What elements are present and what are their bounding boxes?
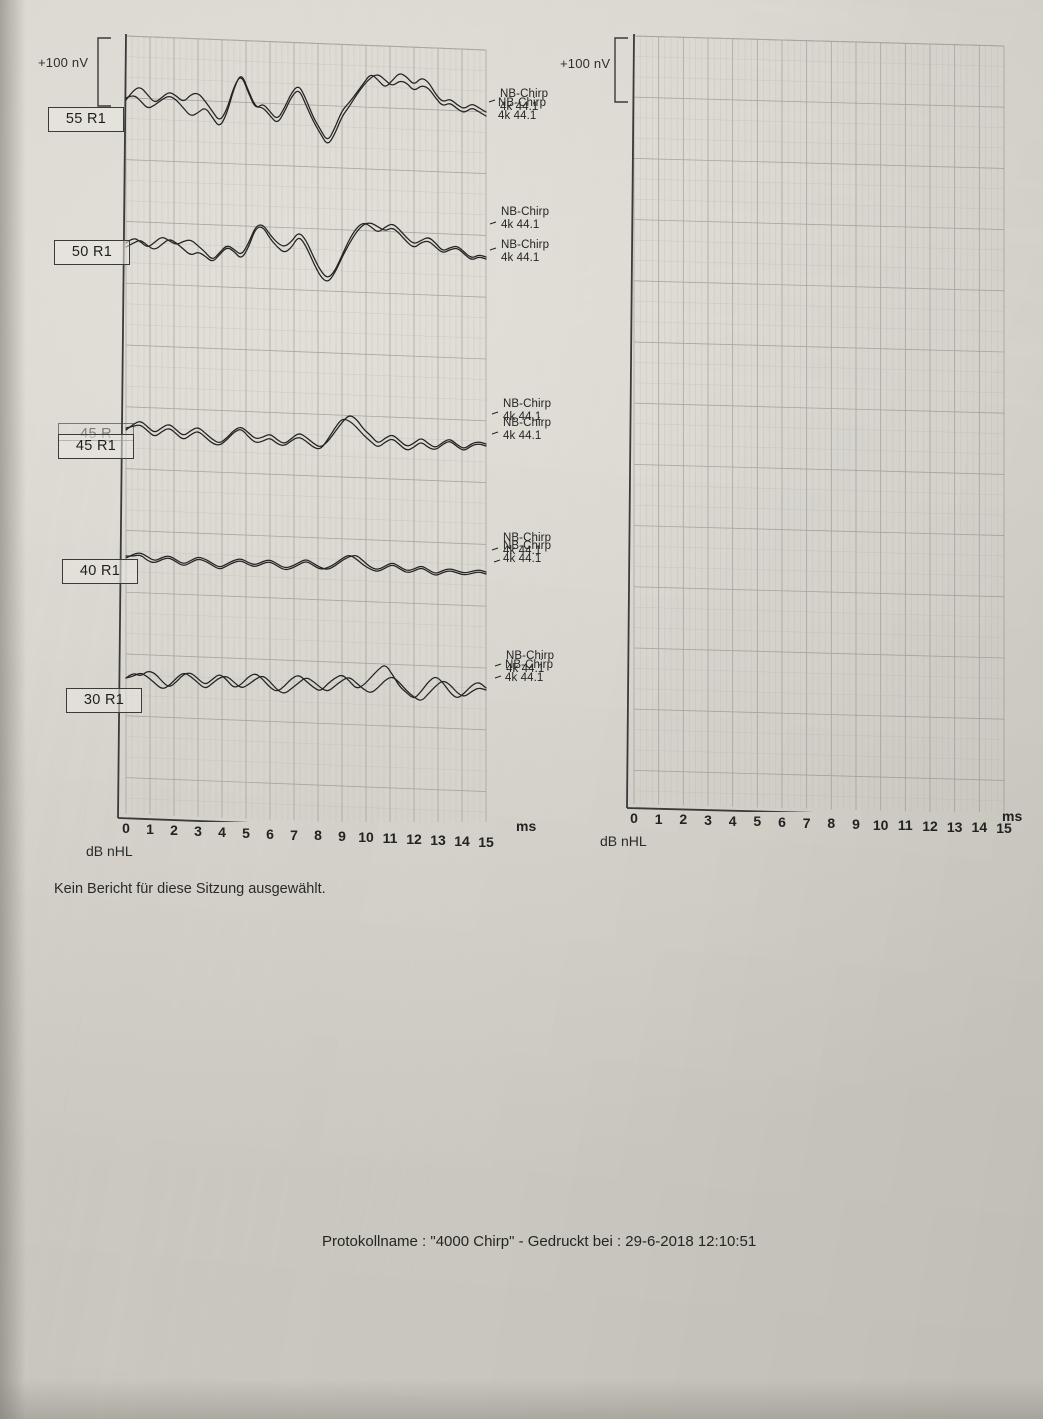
trace-stimulus-label: NB-Chirp 4k 44.1 xyxy=(500,88,548,113)
intensity-level-box[interactable]: 45 R1 xyxy=(58,434,134,459)
trace-stimulus-label: NB-Chirp 4k 44.1 xyxy=(503,540,551,565)
waveform-trace[interactable] xyxy=(125,73,487,140)
stimulus-rate: 4k 44.1 xyxy=(501,218,540,231)
page-left-shadow xyxy=(0,0,26,1419)
intensity-level-box[interactable]: 30 R1 xyxy=(66,688,142,713)
trace-stimulus-label: NB-Chirp 4k 44.1 xyxy=(503,398,551,423)
x-tick-label: 9 xyxy=(852,816,860,832)
stimulus-name: NB-Chirp xyxy=(506,650,555,662)
stimulus-rate: 4k 44.1 xyxy=(505,671,544,684)
waveform-trace[interactable] xyxy=(125,415,487,449)
intensity-level-box[interactable]: 50 R1 xyxy=(54,240,130,265)
waveform-trace[interactable] xyxy=(125,554,487,576)
left-chart-panel[interactable] xyxy=(110,32,492,822)
stimulus-rate: 4k 44.1 xyxy=(503,429,542,442)
x-tick-label: 12 xyxy=(406,831,422,848)
x-tick-label: 5 xyxy=(242,824,250,841)
trace-stimulus-label: NB-Chirp 4k 44.1 xyxy=(501,239,549,264)
x-tick-label: 10 xyxy=(872,816,889,833)
x-tick-label: 2 xyxy=(170,821,178,838)
stimulus-rate: 4k 44.1 xyxy=(503,544,542,557)
right-y-unit-label: dB nHL xyxy=(600,833,647,849)
page-bottom-shadow xyxy=(0,1379,1043,1419)
x-tick-label: 10 xyxy=(358,829,374,846)
trace-stimulus-label: NB-Chirp 4k 44.1 xyxy=(503,532,551,557)
x-tick-label: 1 xyxy=(654,810,663,827)
x-tick-label: 0 xyxy=(630,810,638,826)
x-tick-label: 0 xyxy=(122,820,130,836)
stimulus-name: NB-Chirp xyxy=(501,206,550,218)
stimulus-rate: 4k 44.1 xyxy=(506,662,545,675)
left-scale-bracket xyxy=(97,37,111,107)
intensity-level-box[interactable]: 55 R1 xyxy=(48,107,124,132)
x-tick-label: 2 xyxy=(679,811,688,828)
x-tick-label: 15 xyxy=(478,834,494,850)
trace-stimulus-label: NB-Chirp 4k 44.1 xyxy=(503,417,551,442)
no-report-note: Kein Bericht für diese Sitzung ausgewähl… xyxy=(54,881,326,897)
footer-protocol-info: Protokollname : "4000 Chirp" - Gedruckt … xyxy=(322,1233,757,1250)
stimulus-name: NB-Chirp xyxy=(503,417,552,429)
x-tick-label: 13 xyxy=(430,832,446,849)
right-x-unit-label: ms xyxy=(1002,808,1023,824)
stimulus-name: NB-Chirp xyxy=(503,398,552,410)
trace-stimulus-label: NB-Chirp 4k 44.1 xyxy=(506,650,554,675)
stimulus-rate: 4k 44.1 xyxy=(503,552,542,565)
x-tick-label: 6 xyxy=(778,814,786,830)
x-tick-label: 9 xyxy=(338,828,346,845)
waveform-trace[interactable] xyxy=(125,672,487,701)
stimulus-name: NB-Chirp xyxy=(505,659,554,671)
stimulus-name: NB-Chirp xyxy=(501,239,550,251)
x-tick-label: 7 xyxy=(802,814,811,831)
x-tick-label: 4 xyxy=(728,812,737,829)
right-scale-label: +100 nV xyxy=(560,56,611,71)
x-tick-label: 4 xyxy=(218,823,226,840)
trace-stimulus-label: NB-Chirp 4k 44.1 xyxy=(498,97,546,122)
x-tick-label: 14 xyxy=(971,819,988,836)
x-tick-label: 11 xyxy=(382,830,398,847)
stimulus-name: NB-Chirp xyxy=(503,540,552,552)
right-chart-panel[interactable] xyxy=(620,32,1010,812)
waveform-trace[interactable] xyxy=(125,665,487,699)
x-tick-label: 14 xyxy=(454,833,470,850)
right-chart-svg xyxy=(626,33,1005,812)
x-tick-label: 6 xyxy=(266,825,274,842)
waveform-trace[interactable] xyxy=(125,222,487,282)
stimulus-rate: 4k 44.1 xyxy=(503,410,542,423)
waveform-trace[interactable] xyxy=(125,74,487,144)
x-tick-label: 11 xyxy=(897,817,913,834)
left-x-unit-label: ms xyxy=(516,818,537,834)
trace-stimulus-label: NB-Chirp 4k 44.1 xyxy=(505,659,553,684)
stimulus-rate: 4k 44.1 xyxy=(500,100,539,113)
stimulus-name: NB-Chirp xyxy=(503,532,552,544)
intensity-level-box[interactable]: 40 R1 xyxy=(62,559,138,584)
x-tick-label: 3 xyxy=(194,822,202,839)
waveform-trace[interactable] xyxy=(125,222,487,278)
waveform-trace[interactable] xyxy=(125,418,487,451)
x-tick-label: 5 xyxy=(753,813,762,830)
x-tick-label: 13 xyxy=(946,818,963,835)
x-tick-label: 12 xyxy=(922,818,938,834)
left-scale-label: +100 nV xyxy=(38,55,89,70)
stimulus-name: NB-Chirp xyxy=(500,88,549,100)
x-tick-label: 8 xyxy=(827,815,836,832)
x-tick-label: 15 xyxy=(996,820,1012,836)
right-scale-bracket xyxy=(614,37,628,103)
x-tick-label: 3 xyxy=(704,812,712,828)
left-y-unit-label: dB nHL xyxy=(86,843,133,859)
waveform-trace[interactable] xyxy=(125,552,487,574)
trace-stimulus-label: NB-Chirp 4k 44.1 xyxy=(501,206,549,231)
stimulus-rate: 4k 44.1 xyxy=(501,251,540,264)
left-chart-svg xyxy=(117,33,487,822)
x-tick-label: 7 xyxy=(290,826,298,843)
x-tick-label: 8 xyxy=(314,827,322,844)
x-tick-label: 1 xyxy=(146,820,154,837)
stimulus-rate: 4k 44.1 xyxy=(498,109,537,122)
stimulus-name: NB-Chirp xyxy=(498,97,547,109)
